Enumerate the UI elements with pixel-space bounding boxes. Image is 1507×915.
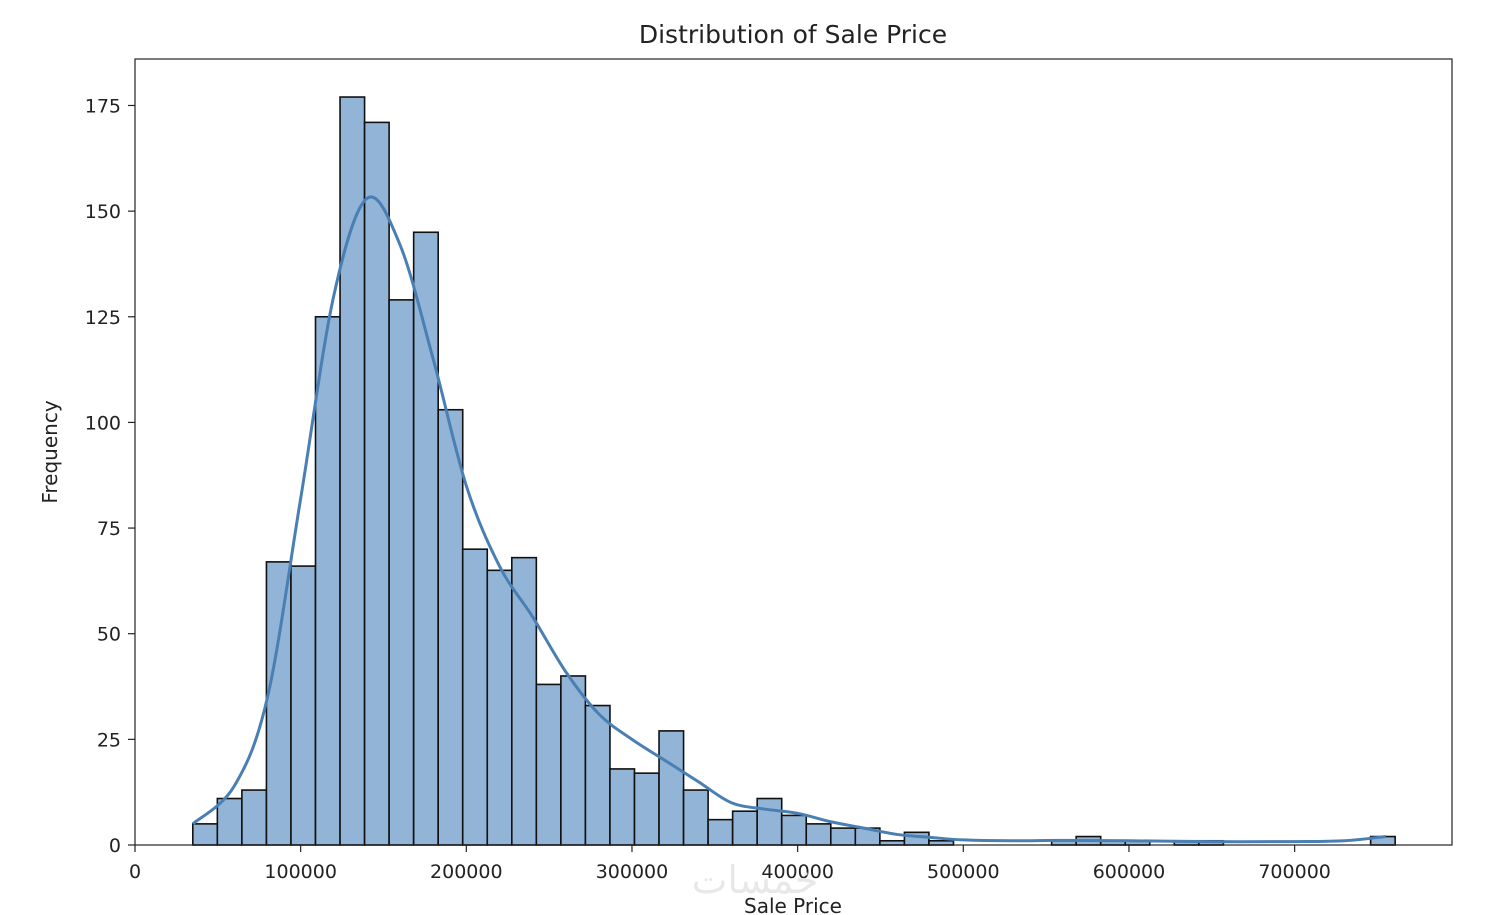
plot-frame — [134, 58, 1453, 846]
histogram-bar — [535, 683, 562, 846]
x-tick-label: 0 — [129, 861, 141, 883]
histogram-bar — [265, 561, 292, 846]
chart-title: Distribution of Sale Price — [639, 20, 947, 49]
x-tick-label: 500000 — [927, 861, 1000, 883]
histogram-bar — [928, 839, 955, 846]
histogram-bar — [437, 408, 464, 846]
histogram-bars — [192, 96, 1396, 846]
histogram-bar — [805, 823, 832, 846]
histogram-bar — [216, 797, 243, 846]
watermark-text: خمسات — [692, 858, 819, 902]
y-tick-label: 25 — [97, 729, 121, 751]
histogram-bar — [682, 789, 709, 846]
histogram-bar — [756, 797, 783, 846]
histogram-bar — [486, 569, 513, 846]
histogram-bar — [879, 839, 906, 846]
histogram-bar — [707, 818, 734, 846]
y-axis-label: Frequency — [38, 400, 62, 503]
histogram-bar — [609, 768, 636, 846]
x-axis-label: Sale Price — [744, 894, 842, 915]
y-tick-label: 50 — [97, 624, 121, 646]
histogram-bar — [658, 730, 685, 846]
x-axis-ticks: 0 100000 200000 300000 400000 500000 600000 700… — [129, 845, 1331, 883]
histogram-bar — [241, 789, 268, 846]
y-tick-label: 150 — [85, 201, 121, 223]
histogram-bar — [633, 772, 660, 846]
histogram-bar — [363, 121, 390, 846]
histogram-bar — [290, 565, 317, 846]
histogram-bar — [314, 315, 341, 846]
y-tick-label: 125 — [85, 307, 121, 329]
x-tick-label: 100000 — [264, 861, 337, 883]
y-axis-ticks: 0 25 50 75 100 125 150 175 — [85, 95, 135, 857]
x-tick-label: 200000 — [430, 861, 503, 883]
histogram-bar — [192, 823, 219, 846]
x-tick-label: 400000 — [761, 861, 834, 883]
histogram-bar — [461, 548, 489, 846]
x-tick-label: 700000 — [1258, 861, 1331, 883]
y-tick-label: 75 — [97, 518, 121, 540]
y-tick-label: 100 — [85, 412, 121, 434]
x-tick-label: 600000 — [1093, 861, 1166, 883]
histogram-bar — [584, 704, 611, 846]
histogram-bar — [412, 231, 439, 846]
histogram-bar — [388, 299, 415, 846]
y-tick-label: 0 — [109, 835, 121, 857]
histogram-bar — [560, 675, 587, 846]
histogram-bar — [731, 810, 758, 846]
x-tick-label: 300000 — [596, 861, 669, 883]
y-tick-label: 175 — [85, 95, 121, 117]
histogram-bar — [829, 827, 857, 846]
kde-curve — [191, 195, 1386, 844]
histogram-bar — [780, 814, 808, 846]
histogram-bar — [339, 96, 366, 846]
histogram-bar — [511, 556, 538, 846]
